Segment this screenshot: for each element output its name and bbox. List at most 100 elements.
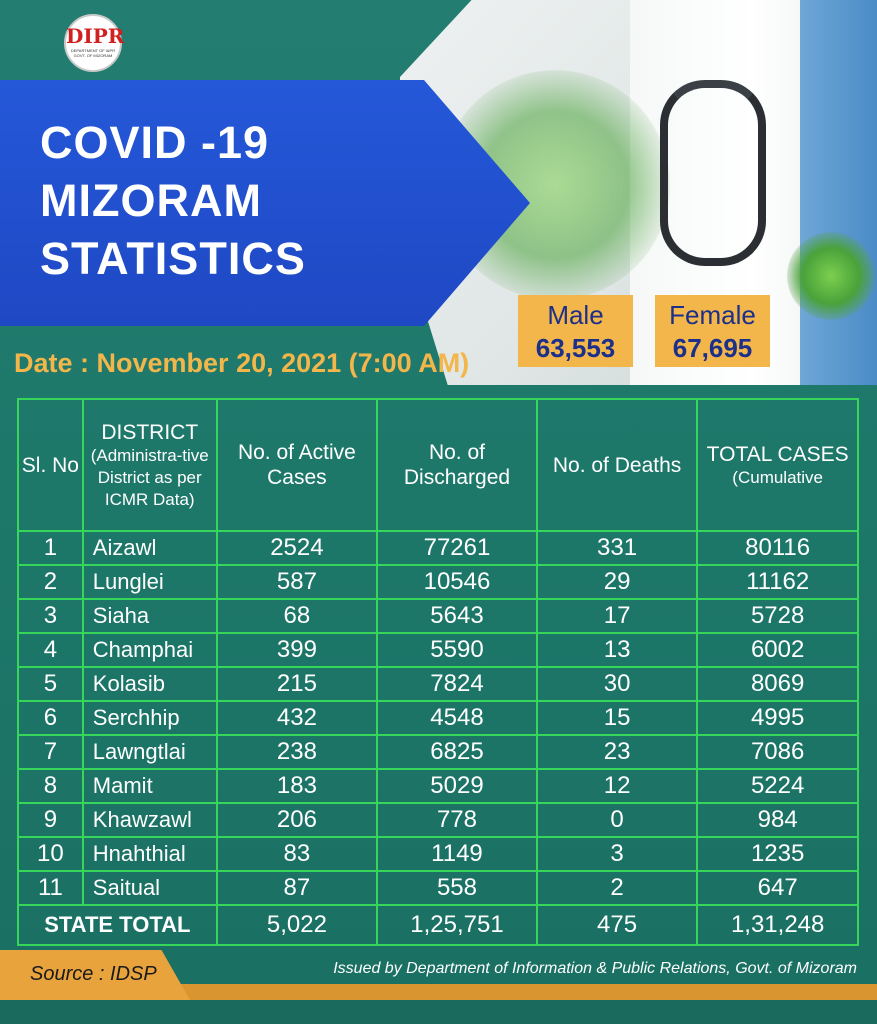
cell-active: 83 [215, 836, 379, 872]
header-deaths: No. of Deaths [535, 398, 699, 532]
cell-district: Lunglei [81, 564, 218, 600]
cell-sl: 10 [17, 836, 84, 872]
source-text: Source : IDSP [30, 963, 157, 985]
cell-total: 80116 [696, 530, 859, 566]
cell-sl: 6 [17, 700, 84, 736]
cell-active: 206 [215, 802, 379, 838]
cell-district: Siaha [81, 598, 218, 634]
cell-active: 2524 [215, 530, 379, 566]
cell-discharged: 6825 [376, 734, 538, 770]
cell-district: Hnahthial [81, 836, 218, 872]
cell-district: Serchhip [81, 700, 218, 736]
cell-sl: 2 [17, 564, 84, 600]
cell-discharged: 7824 [376, 666, 538, 702]
cell-sl: 7 [17, 734, 84, 770]
cell-total: 647 [696, 870, 859, 906]
cell-district: Lawngtlai [81, 734, 218, 770]
cell-deaths: 13 [535, 632, 699, 668]
cell-discharged: 4548 [376, 700, 538, 736]
header-total-cases: TOTAL CASES (Cumulative [696, 398, 859, 532]
issued-by-text: Issued by Department of Information & Pu… [333, 960, 857, 977]
cell-deaths: 29 [535, 564, 699, 600]
title-line-3: STATISTICS [40, 233, 306, 284]
source-tag: Source : IDSP [0, 950, 190, 1000]
cell-discharged: 558 [376, 870, 538, 906]
header-district: DISTRICT (Administra-tive District as pe… [81, 398, 218, 532]
cell-deaths: 15 [535, 700, 699, 736]
title-line-2: MIZORAM [40, 175, 262, 226]
cell-sl: 8 [17, 768, 84, 804]
cell-active: 399 [215, 632, 379, 668]
table-header-row: Sl. No DISTRICT (Administra-tive Distric… [17, 398, 859, 532]
state-total-deaths: 475 [535, 904, 699, 946]
header-total-sub: (Cumulative [732, 467, 823, 487]
cell-active: 587 [215, 564, 379, 600]
cell-district: Champhai [81, 632, 218, 668]
table-row: 4 Champhai 399 5590 13 6002 [17, 632, 859, 668]
table-row: 8 Mamit 183 5029 12 5224 [17, 768, 859, 804]
cell-district: Kolasib [81, 666, 218, 702]
cell-total: 984 [696, 802, 859, 838]
table-row: 6 Serchhip 432 4548 15 4995 [17, 700, 859, 736]
cell-total: 6002 [696, 632, 859, 668]
stethoscope-image [660, 80, 766, 266]
table-row: 3 Siaha 68 5643 17 5728 [17, 598, 859, 634]
table-row: 9 Khawzawl 206 778 0 984 [17, 802, 859, 838]
cell-discharged: 5643 [376, 598, 538, 634]
cell-deaths: 30 [535, 666, 699, 702]
cell-total: 1235 [696, 836, 859, 872]
cell-active: 183 [215, 768, 379, 804]
cell-district: Aizawl [81, 530, 218, 566]
cell-district: Saitual [81, 870, 218, 906]
dipr-logo: DIPR DEPARTMENT OF I&PR GOVT. OF MIZORAM [64, 14, 124, 72]
table-row: 11 Saitual 87 558 2 647 [17, 870, 859, 906]
male-label: Male [547, 300, 604, 330]
cell-district: Khawzawl [81, 802, 218, 838]
cell-total: 8069 [696, 666, 859, 702]
table-row: 1 Aizawl 2524 77261 331 80116 [17, 530, 859, 566]
male-value: 63,553 [535, 333, 616, 363]
cell-sl: 4 [17, 632, 84, 668]
table-row: 2 Lunglei 587 10546 29 11162 [17, 564, 859, 600]
report-date: Date : November 20, 2021 (7:00 AM) [14, 348, 470, 378]
cell-deaths: 23 [535, 734, 699, 770]
cell-active: 68 [215, 598, 379, 634]
cell-sl: 9 [17, 802, 84, 838]
cell-total: 5224 [696, 768, 859, 804]
header-total-title: TOTAL CASES [706, 442, 849, 466]
cell-deaths: 0 [535, 802, 699, 838]
cell-discharged: 5029 [376, 768, 538, 804]
doctor-scrub-image [800, 0, 877, 385]
table-row: 7 Lawngtlai 238 6825 23 7086 [17, 734, 859, 770]
cell-discharged: 10546 [376, 564, 538, 600]
cell-active: 432 [215, 700, 379, 736]
cell-deaths: 12 [535, 768, 699, 804]
cell-active: 87 [215, 870, 379, 906]
title-line-1: COVID -19 [40, 117, 270, 168]
title-banner [0, 80, 530, 326]
header-district-title: DISTRICT [101, 420, 199, 444]
virus-small-illustration [787, 232, 875, 320]
cell-district: Mamit [81, 768, 218, 804]
cell-total: 4995 [696, 700, 859, 736]
header-active-cases: No. of Active Cases [215, 398, 379, 532]
cell-sl: 11 [17, 870, 84, 906]
page-title: COVID -19 MIZORAM STATISTICS [40, 114, 306, 288]
cell-total: 11162 [696, 564, 859, 600]
table-row: 10 Hnahthial 83 1149 3 1235 [17, 836, 859, 872]
state-total-label: STATE TOTAL [17, 904, 218, 946]
header-district-sub: (Administra-tive District as per ICMR Da… [90, 445, 209, 509]
state-total-active: 5,022 [215, 904, 379, 946]
state-total-discharged: 1,25,751 [376, 904, 538, 946]
cell-active: 238 [215, 734, 379, 770]
cell-discharged: 1149 [376, 836, 538, 872]
cell-sl: 5 [17, 666, 84, 702]
cell-active: 215 [215, 666, 379, 702]
cell-sl: 1 [17, 530, 84, 566]
cell-sl: 3 [17, 598, 84, 634]
header-discharged: No. of Discharged [376, 398, 538, 532]
cell-deaths: 2 [535, 870, 699, 906]
cell-total: 5728 [696, 598, 859, 634]
cell-discharged: 77261 [376, 530, 538, 566]
statistics-table: Sl. No DISTRICT (Administra-tive Distric… [17, 398, 859, 946]
